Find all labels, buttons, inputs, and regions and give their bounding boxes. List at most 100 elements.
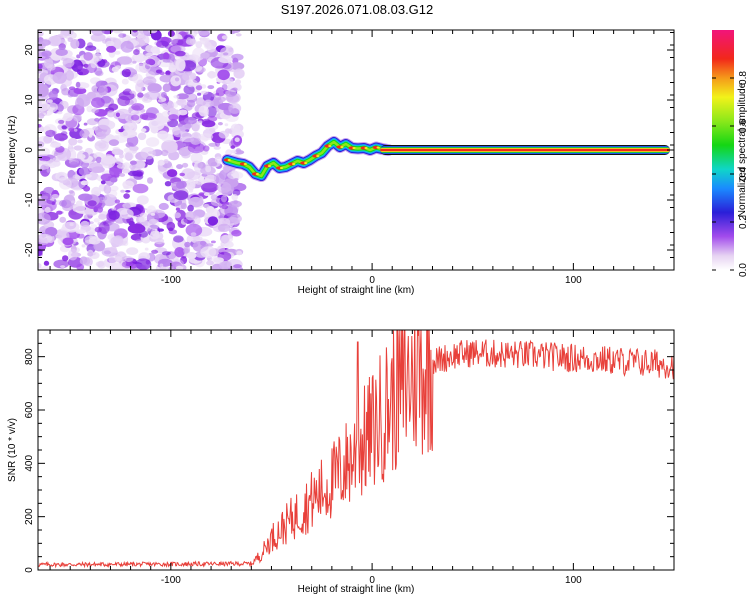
noise-blob xyxy=(215,140,221,147)
noise-blob xyxy=(110,177,118,183)
noise-blob xyxy=(119,208,134,219)
spectrogram-noise xyxy=(38,30,247,270)
noise-blob xyxy=(145,137,160,147)
noise-blob xyxy=(137,132,147,141)
noise-blob xyxy=(210,194,218,201)
noise-blob xyxy=(38,124,42,128)
noise-blob xyxy=(234,137,240,142)
noise-blob xyxy=(158,202,169,211)
spectrogram-constant-line xyxy=(380,145,670,155)
noise-blob xyxy=(87,252,94,257)
noise-blob xyxy=(198,30,210,36)
noise-blob xyxy=(124,69,131,76)
noise-blob xyxy=(100,154,116,169)
noise-blob xyxy=(190,137,202,145)
noise-blob xyxy=(113,235,124,245)
noise-blob xyxy=(120,189,125,193)
noise-blob xyxy=(235,148,242,154)
noise-blob xyxy=(229,30,241,34)
noise-blob xyxy=(122,131,128,136)
noise-blob xyxy=(186,252,197,259)
noise-blob xyxy=(46,64,56,71)
snr-series-line xyxy=(38,330,674,569)
noise-blob xyxy=(186,99,196,108)
noise-blob xyxy=(173,40,178,44)
noise-blob xyxy=(58,43,66,51)
trace-peak-core xyxy=(376,146,380,149)
noise-blob xyxy=(174,50,186,57)
noise-blob xyxy=(149,230,160,240)
noise-blob xyxy=(110,185,119,192)
noise-blob xyxy=(140,128,147,133)
noise-blob xyxy=(222,192,228,198)
noise-blob xyxy=(114,135,120,140)
noise-blob xyxy=(115,158,124,165)
noise-blob xyxy=(74,97,85,110)
noise-blob xyxy=(124,256,134,262)
noise-blob xyxy=(199,37,209,45)
noise-blob xyxy=(44,206,51,213)
noise-blob xyxy=(116,163,125,169)
noise-blob xyxy=(88,162,104,174)
snr-xlabel: Height of straight line (km) xyxy=(298,584,415,595)
noise-blob xyxy=(162,83,171,93)
noise-blob xyxy=(74,128,78,132)
noise-blob xyxy=(186,171,201,181)
noise-blob xyxy=(92,53,103,62)
noise-blob xyxy=(68,137,78,146)
noise-blob xyxy=(53,133,68,141)
noise-blob xyxy=(146,52,154,58)
spectrogram-ylabel: Frequency (Hz) xyxy=(7,116,18,185)
noise-blob xyxy=(227,82,242,92)
spectrogram-xtick-label: -100 xyxy=(161,275,181,286)
noise-blob xyxy=(52,189,59,196)
noise-blob xyxy=(161,91,167,98)
noise-blob xyxy=(230,145,236,149)
noise-blob xyxy=(38,147,51,157)
snr-ytick-label: 0 xyxy=(24,567,35,573)
noise-blob xyxy=(163,52,170,60)
noise-blob xyxy=(48,90,58,100)
noise-blob xyxy=(184,241,191,248)
noise-blob xyxy=(203,192,210,197)
noise-blob xyxy=(67,92,74,98)
noise-blob xyxy=(115,112,120,118)
noise-blob xyxy=(120,40,134,53)
noise-blob xyxy=(200,246,217,258)
noise-blob xyxy=(70,39,80,49)
noise-blob xyxy=(185,223,203,237)
trace-peak-core xyxy=(227,159,231,161)
noise-blob xyxy=(126,247,139,256)
noise-blob xyxy=(182,162,189,168)
noise-blob xyxy=(151,249,159,254)
noise-blob xyxy=(65,70,75,81)
noise-blob xyxy=(87,221,94,225)
noise-blob xyxy=(216,217,231,227)
noise-blob xyxy=(145,58,155,65)
noise-blob xyxy=(38,112,45,119)
noise-blob xyxy=(173,190,189,201)
noise-blob xyxy=(233,68,245,79)
noise-blob xyxy=(195,85,203,91)
noise-blob xyxy=(47,35,62,47)
noise-blob xyxy=(63,112,74,122)
noise-blob xyxy=(178,147,191,157)
noise-blob xyxy=(218,56,233,64)
noise-blob xyxy=(61,125,68,130)
trace-peak-core xyxy=(352,147,356,149)
noise-blob xyxy=(98,142,107,149)
snr-xtick-label: 0 xyxy=(369,575,375,586)
noise-blob xyxy=(148,119,165,131)
noise-blob xyxy=(228,102,242,114)
noise-blob xyxy=(131,103,145,111)
noise-blob xyxy=(91,186,102,197)
noise-blob xyxy=(94,226,102,233)
colorbar-tick-label: 0.0 xyxy=(738,263,749,277)
noise-blob xyxy=(174,247,185,258)
noise-blob xyxy=(98,85,108,96)
noise-blob xyxy=(132,30,138,33)
noise-blob xyxy=(200,90,209,95)
noise-blob xyxy=(75,229,86,235)
noise-blob xyxy=(213,145,221,150)
